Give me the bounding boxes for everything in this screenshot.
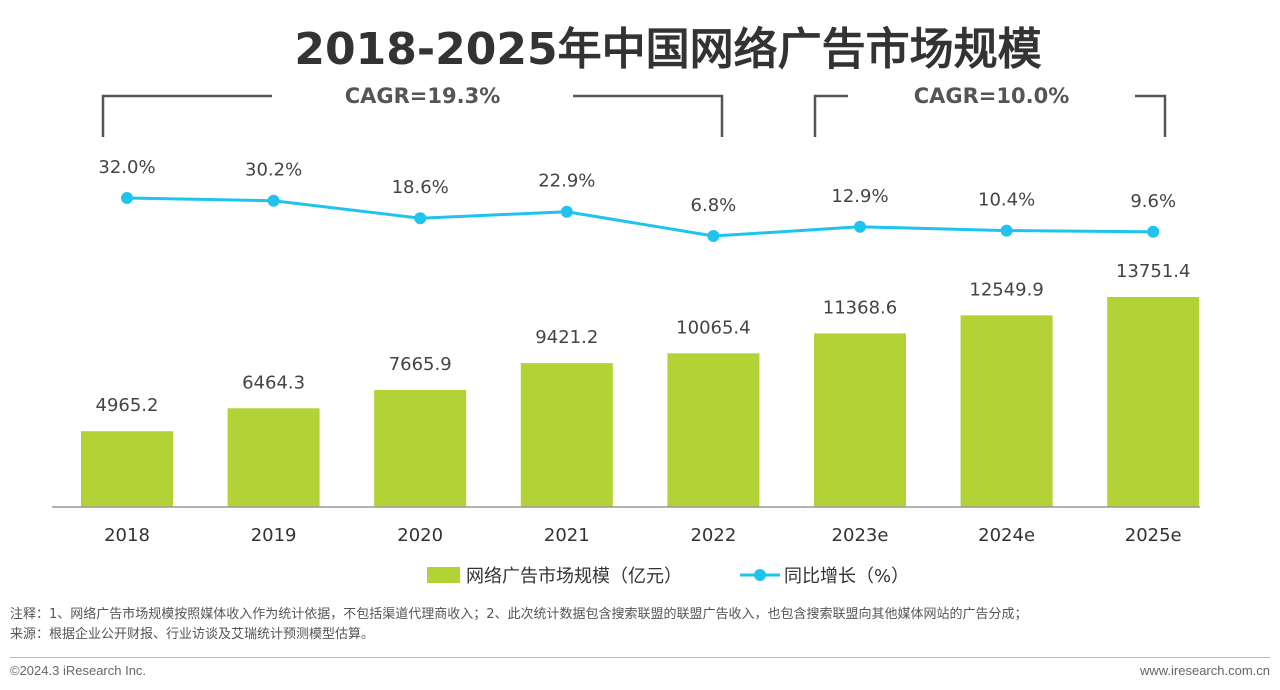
source-text: 来源：根据企业公开财报、行业访谈及艾瑞统计预测模型估算。 — [10, 627, 375, 642]
line-point — [854, 220, 866, 233]
cagr-bracket — [813, 94, 1167, 137]
line-point — [560, 205, 573, 218]
line-series: 32.0% 30.2% 18.6% 22.9% 6.8% 12.9% 10.4% 9.6% — [98, 157, 1176, 243]
bar — [81, 431, 173, 507]
bar — [814, 333, 906, 507]
legend-line-label: 同比增长（%） — [784, 566, 909, 587]
bar — [520, 363, 613, 507]
x-tick-labels: 2018 2019 2020 2021 2022 2023e 2024e 2025e — [104, 525, 1182, 546]
x-tick-label: 2018 — [104, 525, 150, 546]
line-label: 22.9% — [538, 171, 595, 192]
line-label: 10.4% — [978, 190, 1035, 211]
line-label: 30.2% — [245, 160, 302, 181]
x-tick-label: 2023e — [832, 525, 889, 546]
x-tick-label: 2025e — [1125, 525, 1182, 546]
line-point — [707, 230, 720, 243]
x-tick-label: 2021 — [544, 525, 590, 546]
x-tick-label: 2019 — [251, 525, 297, 546]
bar-series: 4965.2 6464.3 7665.9 9421.2 10065.4 11368.6 12… — [81, 261, 1200, 507]
x-tick-label: 2024e — [978, 525, 1035, 546]
legend-bar-swatch — [427, 567, 460, 583]
note-text: 注释：1、网络广告市场规模按照媒体收入作为统计依据，不包括渠道代理商收入；2、此… — [10, 607, 1028, 622]
cagr-label: CAGR=19.3% — [345, 84, 501, 108]
bar-label: 6464.3 — [242, 372, 305, 393]
cagr-bracket — [101, 94, 724, 137]
bar-label: 11368.6 — [823, 297, 897, 318]
legend-bar-label: 网络广告市场规模（亿元） — [466, 566, 682, 587]
bar-label: 4965.2 — [96, 395, 159, 416]
line-point — [121, 192, 133, 204]
x-tick-label: 2020 — [397, 525, 443, 546]
chart-title: 2018-2025年中国网络广告市场规模 — [294, 24, 1041, 75]
line-label: 6.8% — [691, 195, 737, 216]
line-point — [267, 194, 280, 207]
footer-divider — [10, 657, 1270, 658]
bar — [667, 353, 760, 507]
line-point — [1000, 224, 1013, 237]
bar-label: 12549.9 — [969, 279, 1043, 300]
website: www.iresearch.com.cn — [1139, 663, 1270, 678]
line-point — [414, 212, 427, 225]
x-tick-label: 2022 — [690, 525, 736, 546]
line-label: 18.6% — [392, 177, 449, 198]
bar — [374, 389, 467, 507]
bar-label: 10065.4 — [676, 317, 750, 338]
cagr-label: CAGR=10.0% — [914, 84, 1070, 108]
copyright: ©2024.3 iResearch Inc. — [10, 663, 147, 678]
line-label: 32.0% — [98, 157, 155, 178]
legend-line-marker — [754, 569, 766, 581]
legend: 网络广告市场规模（亿元） 同比增长（%） — [427, 566, 909, 587]
bar — [1107, 297, 1200, 507]
line-label: 12.9% — [831, 186, 888, 207]
line-label: 9.6% — [1130, 191, 1176, 212]
line-point — [1147, 225, 1160, 238]
bar — [960, 315, 1053, 507]
bar-label: 9421.2 — [535, 327, 598, 348]
growth-line — [126, 196, 1154, 238]
bar-label: 7665.9 — [389, 354, 452, 375]
cagr-brackets: CAGR=19.3% CAGR=10.0% — [101, 84, 1167, 137]
bar — [227, 408, 320, 507]
bar-label: 13751.4 — [1116, 261, 1190, 282]
